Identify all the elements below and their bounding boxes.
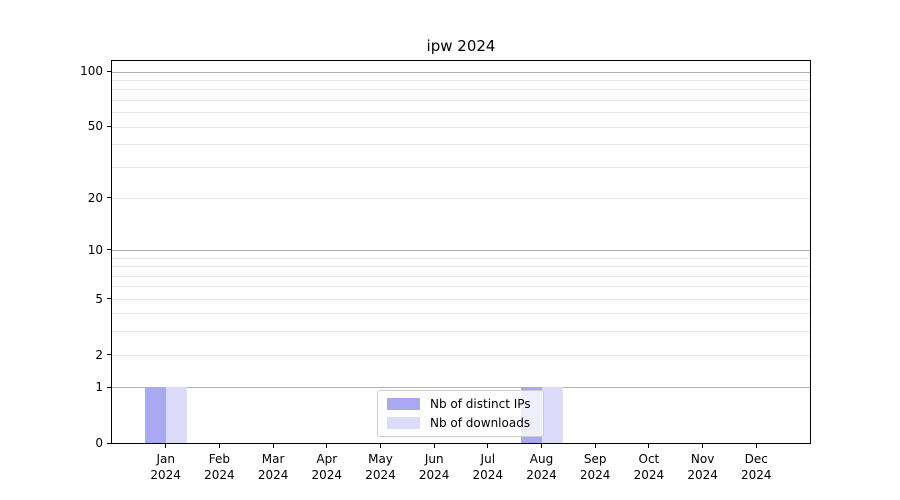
legend: Nb of distinct IPs Nb of downloads: [377, 390, 544, 437]
x-tick-label: Jan 2024: [150, 452, 181, 482]
y-tick: [107, 126, 111, 127]
y-gridline-minor: [112, 79, 810, 81]
y-tick: [107, 71, 111, 72]
y-gridline-minor: [112, 197, 810, 199]
x-tick: [218, 444, 220, 448]
x-tick: [702, 444, 704, 448]
y-gridline-major: [112, 71, 810, 73]
y-tick-label: 100: [80, 64, 103, 78]
x-tick: [433, 444, 435, 448]
legend-label-downloads: Nb of downloads: [430, 415, 531, 430]
legend-label-distinct-ips: Nb of distinct IPs: [430, 397, 531, 412]
y-tick: [107, 387, 111, 388]
bar-distinct-ips-jan: [144, 387, 166, 443]
y-gridline-minor: [112, 112, 810, 113]
x-tick-label: Dec 2024: [741, 452, 772, 482]
y-tick-label: 0: [95, 436, 103, 450]
bar-downloads-jan: [165, 387, 187, 443]
x-tick-label: Jun 2024: [418, 452, 450, 482]
y-gridline-minor: [112, 89, 810, 91]
y-tick: [107, 354, 111, 355]
y-tick: [107, 249, 111, 250]
x-tick: [648, 444, 650, 448]
x-tick-label: Nov 2024: [687, 452, 718, 482]
x-tick-label: Feb 2024: [204, 452, 235, 482]
x-tick-label: Mar 2024: [257, 452, 289, 482]
y-gridline-minor: [112, 286, 810, 288]
x-tick: [755, 444, 757, 448]
y-gridline-minor: [112, 126, 810, 128]
y-tick: [107, 197, 111, 198]
y-gridline-major: [112, 250, 810, 251]
x-tick-label: Aug 2024: [526, 452, 557, 482]
y-gridline-minor: [112, 257, 810, 259]
y-tick-label: 20: [87, 191, 103, 205]
x-tick-label: Oct 2024: [633, 452, 665, 482]
legend-item-distinct-ips: Nb of distinct IPs: [387, 397, 534, 411]
y-gridline-minor: [112, 313, 810, 315]
y-gridline-major: [112, 387, 810, 389]
y-gridline-minor: [112, 144, 810, 145]
legend-swatch-distinct-ips-icon: [387, 398, 420, 411]
y-tick-label: 10: [87, 243, 103, 257]
y-gridline-minor: [112, 331, 810, 333]
legend-swatch-downloads-icon: [387, 416, 420, 429]
y-gridline-minor: [112, 166, 810, 168]
x-tick: [594, 444, 596, 448]
chart-title: ipw 2024: [426, 37, 496, 55]
x-tick-label: Apr 2024: [311, 452, 343, 482]
x-tick: [380, 444, 381, 448]
x-tick: [487, 444, 489, 448]
y-tick: [107, 298, 111, 299]
y-gridline-minor: [112, 99, 810, 101]
y-tick-label: 50: [87, 119, 103, 133]
x-tick: [326, 444, 328, 448]
y-tick-label: 5: [95, 292, 103, 306]
plot-area: [111, 60, 811, 444]
y-tick-label: 1: [95, 380, 103, 394]
x-tick-label: May 2024: [365, 452, 396, 482]
y-gridline-minor: [112, 266, 810, 268]
y-gridline-minor: [112, 298, 810, 300]
y-gridline-minor: [112, 275, 810, 277]
legend-item-downloads: Nb of downloads: [387, 416, 534, 430]
y-tick: [107, 443, 111, 444]
x-tick-label: Jul 2024: [472, 452, 504, 482]
y-tick-label: 2: [95, 348, 103, 362]
x-tick: [541, 444, 542, 448]
x-tick-label: Sep 2024: [579, 452, 611, 482]
x-tick: [272, 444, 274, 448]
y-gridline-minor: [112, 354, 810, 356]
bar-downloads-aug: [541, 387, 563, 443]
x-tick: [165, 444, 167, 448]
